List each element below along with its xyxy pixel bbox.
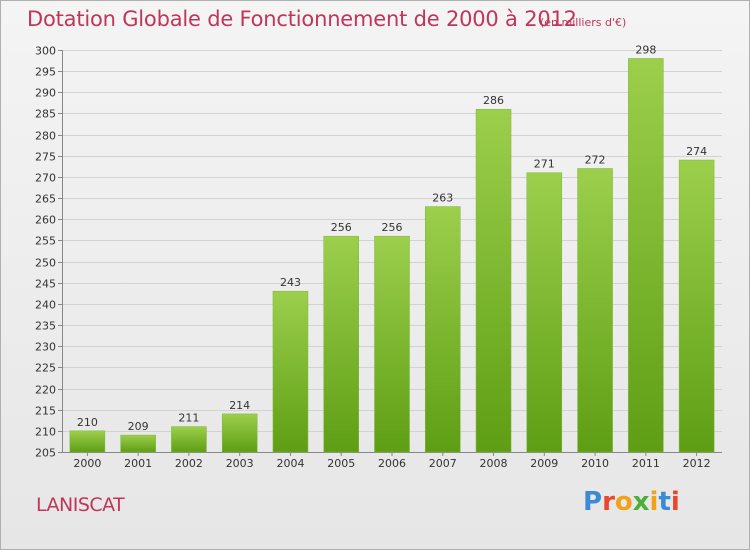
data-label: 256: [331, 221, 352, 234]
y-tick-label: 270: [35, 172, 56, 185]
y-tick-label: 205: [35, 447, 56, 460]
proxiti-logo[interactable]: Proxiti: [583, 487, 680, 517]
bar-2003: [221, 413, 258, 453]
logo-letter: i: [670, 487, 680, 517]
bars: [69, 58, 715, 453]
data-label: 209: [128, 420, 149, 433]
x-tick-label: 2006: [378, 457, 406, 470]
y-tick-label: 210: [35, 426, 56, 439]
x-tick-label: 2005: [327, 457, 355, 470]
labels: 210 2000 209 2001 211 2002 214 2003 243 2004 256 20…: [73, 43, 710, 470]
x-tick-label: 2011: [632, 457, 660, 470]
data-label: 298: [635, 43, 656, 56]
y-tick-label: 285: [35, 108, 56, 121]
chart-title: Dotation Globale de Fonctionnement de 20…: [27, 7, 577, 31]
logo-letter: P: [583, 487, 603, 517]
data-label: 286: [483, 94, 504, 107]
bar-2004: [272, 290, 309, 453]
y-tick-label: 260: [35, 214, 56, 227]
data-label: 243: [280, 276, 301, 289]
bar-2007: [425, 206, 461, 453]
bar-2009: [526, 172, 563, 453]
data-label: 274: [686, 145, 707, 158]
x-tick-label: 2008: [480, 457, 508, 470]
x-tick-label: 2000: [73, 457, 101, 470]
x-tick-label: 2007: [429, 457, 457, 470]
chart-unit: (en milliers d'€): [540, 16, 627, 29]
data-label: 256: [382, 221, 403, 234]
x-tick-label: 2002: [175, 457, 203, 470]
x-tick-label: 2001: [124, 457, 152, 470]
x-tick-label: 2009: [530, 457, 558, 470]
bar-2008: [475, 108, 512, 453]
logo-letter: o: [614, 487, 633, 517]
y-tick-label: 225: [35, 362, 56, 375]
x-tick-label: 2010: [581, 457, 609, 470]
y-tick-label: 300: [35, 45, 56, 58]
bar-2012: [678, 159, 715, 453]
y-tick-label: 245: [35, 278, 56, 291]
x-tick-label: 2012: [683, 457, 711, 470]
data-label: 271: [534, 158, 555, 171]
data-label: 211: [178, 412, 199, 425]
bar-2006: [374, 235, 410, 453]
y-tick-label: 255: [35, 235, 56, 248]
logo-letter: r: [602, 487, 615, 517]
bar-2011: [628, 58, 664, 453]
x-tick-label: 2003: [226, 457, 254, 470]
y-tick-label: 290: [35, 87, 56, 100]
place-name: LANISCAT: [36, 494, 125, 516]
y-tick-label: 265: [35, 193, 56, 206]
data-label: 214: [229, 399, 250, 412]
bar-2005: [323, 235, 359, 453]
axes: 205 210 215 220 225 230 235 240 245 250 255 260 265 2…: [35, 45, 722, 460]
logo-letter: x: [632, 487, 650, 517]
y-tick-label: 240: [35, 299, 56, 312]
bar-2000: [69, 430, 106, 453]
data-label: 210: [77, 416, 98, 429]
y-tick-label: 220: [35, 384, 56, 397]
y-tick-label: 280: [35, 130, 56, 143]
x-tick-label: 2004: [276, 457, 304, 470]
y-tick-label: 295: [35, 66, 56, 79]
data-label: 272: [585, 153, 606, 166]
y-tick-label: 250: [35, 257, 56, 270]
logo-letter: t: [658, 487, 671, 517]
bar-2001: [120, 434, 156, 453]
bar-2002: [171, 426, 207, 453]
y-tick-label: 235: [35, 320, 56, 333]
y-tick-label: 215: [35, 405, 56, 418]
data-label: 263: [432, 192, 453, 205]
y-tick-label: 275: [35, 151, 56, 164]
logo-letter: i: [649, 487, 659, 517]
y-tick-label: 230: [35, 341, 56, 354]
bar-2010: [577, 168, 613, 453]
